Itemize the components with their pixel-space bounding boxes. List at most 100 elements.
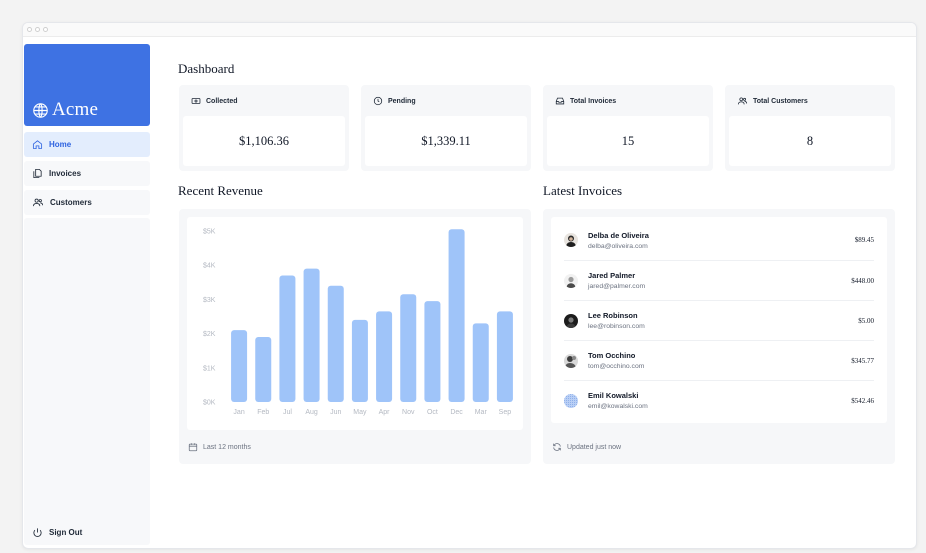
avatar <box>564 353 578 368</box>
revenue-bar[interactable] <box>255 337 272 402</box>
x-tick-label: Jan <box>233 409 244 416</box>
x-tick-label: Nov <box>402 409 415 416</box>
revenue-bar[interactable] <box>279 275 296 402</box>
revenue-bar[interactable] <box>472 323 489 402</box>
card-collected: Collected $1,106.36 <box>179 85 349 171</box>
sidebar: Acme Home Invoices Customers <box>23 37 151 548</box>
home-icon <box>32 140 43 150</box>
refresh-icon <box>553 443 561 451</box>
sidebar-item-label: Invoices <box>49 169 82 178</box>
invoice-row[interactable]: Lee Robinson lee@robinson.com $5.00 <box>564 300 874 340</box>
x-tick-label: Apr <box>379 409 391 416</box>
invoice-row[interactable]: Tom Occhino tom@occhino.com $345.77 <box>564 340 874 380</box>
invoice-amount: $542.46 <box>851 396 874 405</box>
app-window: Acme Home Invoices Customers <box>22 22 917 549</box>
sidebar-item-customers[interactable]: Customers <box>24 190 150 215</box>
x-tick-label: Jul <box>283 409 292 416</box>
avatar <box>564 273 578 288</box>
avatar <box>564 393 578 408</box>
invoice-row[interactable]: Jared Palmer jared@palmer.com $448.00 <box>564 260 874 300</box>
invoice-row[interactable]: Emil Kowalski emil@kowalski.com $542.46 <box>564 380 874 420</box>
sidebar-spacer <box>24 218 150 524</box>
revenue-chart-svg: $0K $1K $2K $3K $4K $5K Jan Feb Jul Aug Jun May Apr N… <box>203 229 513 416</box>
revenue-footer-text: Last 12 months <box>203 443 251 451</box>
invoice-list: Delba de Oliveira delba@oliveira.com $89… <box>551 217 887 423</box>
revenue-bar[interactable] <box>496 311 513 402</box>
invoice-amount: $345.77 <box>851 356 874 365</box>
invoice-email: tom@occhino.com <box>588 363 645 370</box>
invoice-name: Tom Occhino <box>588 351 636 360</box>
window-close-dot[interactable] <box>27 27 32 32</box>
invoice-name: Delba de Oliveira <box>588 230 649 240</box>
calendar-icon <box>188 443 198 452</box>
invoices-footer-text: Updated just now <box>567 443 622 451</box>
x-tick-label: Dec <box>450 409 463 416</box>
revenue-bar[interactable] <box>448 229 465 402</box>
window-minimize-dot[interactable] <box>35 27 40 32</box>
revenue-bar[interactable] <box>424 301 441 402</box>
invoices-title: Latest Invoices <box>543 183 623 198</box>
y-tick-label: $4K <box>203 263 216 270</box>
sidebar-item-home[interactable]: Home <box>24 132 150 157</box>
sidebar-item-label: Home <box>49 140 72 149</box>
invoice-email: delba@oliveira.com <box>588 242 648 250</box>
power-icon <box>33 528 42 537</box>
revenue-bar[interactable] <box>327 285 344 402</box>
sidebar-item-label: Customers <box>50 198 92 207</box>
x-tick-label: Feb <box>257 409 269 416</box>
revenue-chart: $0K $1K $2K $3K $4K $5K Jan Feb Jul Aug Jun May Apr N… <box>187 217 523 430</box>
window-maximize-dot[interactable] <box>43 27 48 32</box>
invoice-email: lee@robinson.com <box>588 323 645 330</box>
y-tick-label: $2K <box>203 331 216 338</box>
revenue-bar[interactable] <box>303 268 320 402</box>
signout-label: Sign Out <box>49 528 83 537</box>
revenue-title: Recent Revenue <box>178 183 263 198</box>
card-value: $1,339.11 <box>365 116 527 166</box>
logo-text: Acme <box>52 99 99 120</box>
page-title: Dashboard <box>178 61 235 76</box>
users-icon <box>737 97 748 105</box>
y-tick-label: $0K <box>203 400 216 407</box>
card-value: 15 <box>547 116 709 166</box>
invoice-name: Jared Palmer <box>588 271 636 280</box>
revenue-bar[interactable] <box>231 330 248 402</box>
card-pending: Pending $1,339.11 <box>361 85 531 171</box>
invoice-name: Lee Robinson <box>588 311 638 320</box>
avatar <box>564 313 578 328</box>
card-title: Total Invoices <box>570 97 617 105</box>
invoice-amount: $448.00 <box>851 276 874 285</box>
window-titlebar <box>23 23 916 37</box>
card-title: Pending <box>388 97 416 105</box>
card-title: Collected <box>206 97 238 105</box>
revenue-bar[interactable] <box>351 319 368 402</box>
x-tick-label: Oct <box>427 409 438 416</box>
banknote-icon <box>191 98 201 104</box>
x-tick-label: Sep <box>499 409 512 416</box>
x-tick-label: Jun <box>330 409 341 416</box>
revenue-bar[interactable] <box>400 294 417 402</box>
invoice-email: emil@kowalski.com <box>588 403 648 410</box>
card-value: 8 <box>729 116 891 166</box>
sidebar-item-invoices[interactable]: Invoices <box>24 161 150 186</box>
card-title: Total Customers <box>753 97 808 105</box>
invoice-amount: $5.00 <box>858 316 874 325</box>
clock-icon <box>373 96 383 106</box>
document-icon <box>33 168 42 179</box>
x-tick-label: May <box>353 409 367 416</box>
main-content: Dashboard Collected $1,106.36 Pending $1… <box>178 37 916 548</box>
globe-icon <box>33 102 48 118</box>
signout-button[interactable]: Sign Out <box>24 520 150 545</box>
revenue-bar[interactable] <box>376 311 393 402</box>
invoices-panel: Delba de Oliveira delba@oliveira.com $89… <box>543 209 895 464</box>
inbox-icon <box>555 97 565 105</box>
users-icon <box>33 198 43 207</box>
invoice-amount: $89.45 <box>854 236 874 244</box>
logo-banner[interactable]: Acme <box>24 44 150 126</box>
avatar <box>564 233 578 247</box>
invoice-row[interactable]: Delba de Oliveira delba@oliveira.com $89… <box>564 220 874 260</box>
card-total-customers: Total Customers 8 <box>725 85 895 171</box>
y-tick-label: $3K <box>203 297 216 304</box>
card-total-invoices: Total Invoices 15 <box>543 85 713 171</box>
revenue-panel: $0K $1K $2K $3K $4K $5K Jan Feb Jul Aug Jun May Apr N… <box>179 209 531 464</box>
x-tick-label: Mar <box>475 409 488 416</box>
